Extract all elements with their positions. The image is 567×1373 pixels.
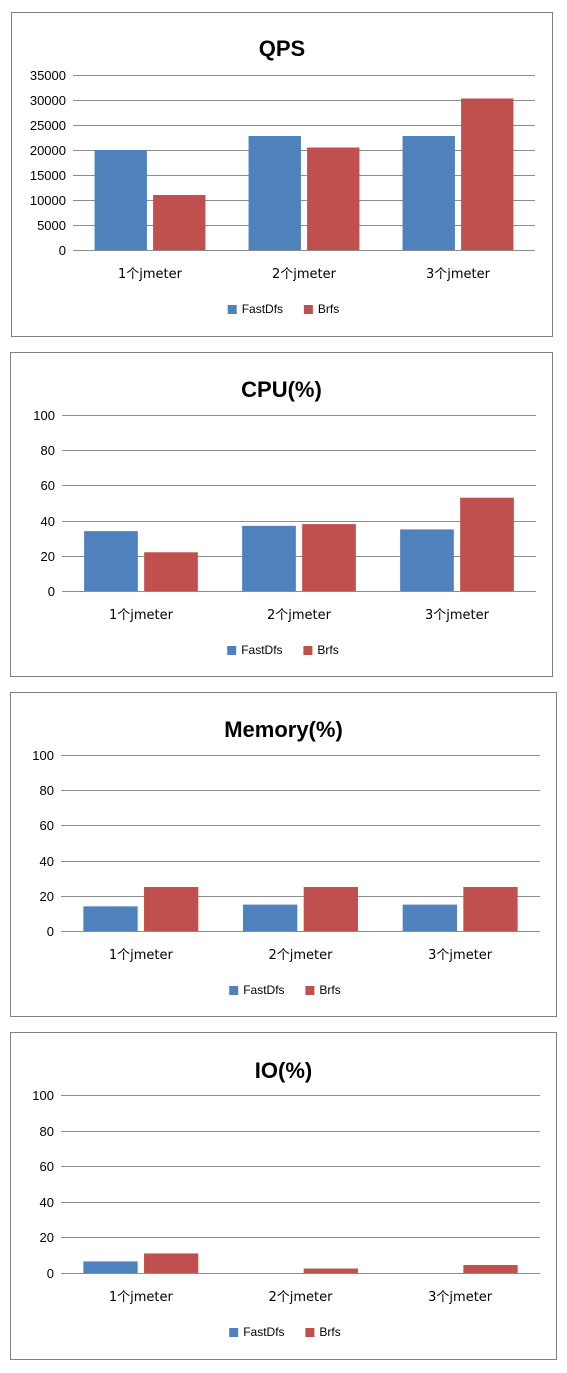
bar-brfs-1 [144, 1253, 199, 1273]
y-tick-label: 20 [40, 889, 54, 904]
y-tick-label: 20000 [30, 143, 66, 158]
x-category-label: 1个jmeter [109, 948, 174, 963]
y-tick-label: 30000 [30, 93, 66, 108]
y-tick-label: 20 [41, 549, 55, 564]
legend-swatch-fastdfs [229, 1328, 239, 1337]
y-tick-label: 35000 [30, 68, 66, 83]
bar-brfs-1 [144, 552, 198, 591]
x-category-label: 3个jmeter [426, 267, 491, 282]
bar-fastdfs-2 [242, 525, 296, 591]
chart-title: Memory(%) [224, 717, 343, 742]
bar-fastdfs-3 [402, 904, 457, 931]
bar-fastdfs-1 [84, 531, 138, 591]
x-category-label: 2个jmeter [269, 1290, 334, 1305]
legend-label-brfs: Brfs [319, 1325, 340, 1339]
y-tick-label: 40 [40, 854, 54, 869]
x-category-label: 1个jmeter [109, 1290, 174, 1305]
legend: FastDfs Brfs [229, 983, 341, 997]
y-tick-label: 80 [41, 443, 55, 458]
qps-chart: QPS 0 5000 10000 15000 20000 25000 30000 35000 1个… [30, 36, 535, 316]
legend: FastDfs Brfs [227, 302, 339, 316]
y-tick-label: 0 [59, 243, 66, 258]
legend: FastDfs Brfs [227, 643, 339, 657]
legend-swatch-brfs [305, 986, 315, 995]
y-tick-label: 100 [32, 748, 54, 763]
legend-label-fastdfs: FastDfs [243, 983, 284, 997]
y-tick-label: 10000 [30, 193, 66, 208]
x-category-label: 3个jmeter [425, 608, 490, 623]
bar-brfs-2 [303, 887, 358, 931]
legend-swatch-fastdfs [229, 986, 239, 995]
bar-fastdfs-3 [400, 529, 454, 591]
bar-brfs-2 [307, 147, 360, 250]
bar-brfs-1 [144, 887, 199, 931]
bar-brfs-3 [463, 887, 518, 931]
x-category-label: 1个jmeter [118, 267, 183, 282]
y-tick-label: 5000 [37, 218, 66, 233]
bar-brfs-3 [460, 497, 514, 591]
x-category-label: 3个jmeter [428, 1290, 493, 1305]
io-chart: IO(%) 0 20 40 60 80 100 1个jmeter 2个jmeter 3个jmete… [32, 1058, 540, 1339]
legend-label-fastdfs: FastDfs [243, 1325, 284, 1339]
bar-brfs-2 [302, 524, 356, 591]
memory-chart-panel: Memory(%) 0 20 40 60 80 100 1个jmeter 2个jmeter 3个j… [10, 692, 557, 1017]
bar-fastdfs-1 [83, 1261, 138, 1273]
legend-label-fastdfs: FastDfs [242, 302, 283, 316]
y-tick-label: 0 [47, 924, 54, 939]
legend-swatch-brfs [303, 305, 313, 314]
chart-title: IO(%) [255, 1058, 312, 1083]
io-chart-panel: IO(%) 0 20 40 60 80 100 1个jmeter 2个jmeter 3个jmete… [10, 1032, 557, 1360]
y-tick-label: 100 [32, 1088, 54, 1103]
bar-fastdfs-2 [248, 136, 301, 250]
y-tick-label: 60 [40, 1159, 54, 1174]
memory-chart: Memory(%) 0 20 40 60 80 100 1个jmeter 2个jmeter 3个j… [32, 717, 540, 997]
bar-brfs-1 [153, 195, 206, 250]
legend-swatch-fastdfs [227, 305, 237, 314]
x-category-label: 3个jmeter [428, 948, 493, 963]
bar-brfs-2 [303, 1268, 358, 1273]
bar-fastdfs-3 [402, 136, 455, 250]
y-tick-label: 40 [40, 1195, 54, 1210]
y-tick-label: 0 [48, 584, 55, 599]
y-tick-label: 0 [47, 1266, 54, 1281]
legend: FastDfs Brfs [229, 1325, 341, 1339]
bar-brfs-3 [463, 1264, 518, 1273]
bar-fastdfs-1 [94, 150, 147, 250]
legend-label-fastdfs: FastDfs [241, 643, 282, 657]
cpu-chart: CPU(%) 0 20 40 60 80 100 1个jmeter 2个jmeter 3个jmet… [33, 377, 536, 657]
x-category-label: 2个jmeter [272, 267, 337, 282]
cpu-chart-panel: CPU(%) 0 20 40 60 80 100 1个jmeter 2个jmeter 3个jmet… [10, 352, 553, 677]
chart-title: CPU(%) [241, 377, 322, 402]
y-tick-label: 15000 [30, 168, 66, 183]
bar-fastdfs-1 [83, 906, 138, 931]
chart-title: QPS [259, 36, 305, 61]
legend-swatch-fastdfs [227, 646, 237, 655]
qps-chart-panel: QPS 0 5000 10000 15000 20000 25000 30000 35000 1个… [11, 12, 553, 337]
legend-label-brfs: Brfs [317, 643, 338, 657]
legend-swatch-brfs [305, 1328, 315, 1337]
y-tick-label: 80 [40, 1124, 54, 1139]
y-tick-label: 60 [41, 478, 55, 493]
y-tick-label: 40 [41, 514, 55, 529]
y-tick-label: 80 [40, 783, 54, 798]
bar-brfs-3 [461, 98, 514, 250]
x-category-label: 2个jmeter [269, 948, 334, 963]
y-tick-label: 100 [33, 408, 55, 423]
legend-swatch-brfs [303, 646, 313, 655]
x-category-label: 2个jmeter [267, 608, 332, 623]
legend-label-brfs: Brfs [318, 302, 339, 316]
legend-label-brfs: Brfs [319, 983, 340, 997]
y-tick-label: 60 [40, 818, 54, 833]
y-tick-label: 25000 [30, 118, 66, 133]
x-category-label: 1个jmeter [109, 608, 174, 623]
y-tick-label: 20 [40, 1230, 54, 1245]
bar-fastdfs-2 [243, 904, 298, 931]
